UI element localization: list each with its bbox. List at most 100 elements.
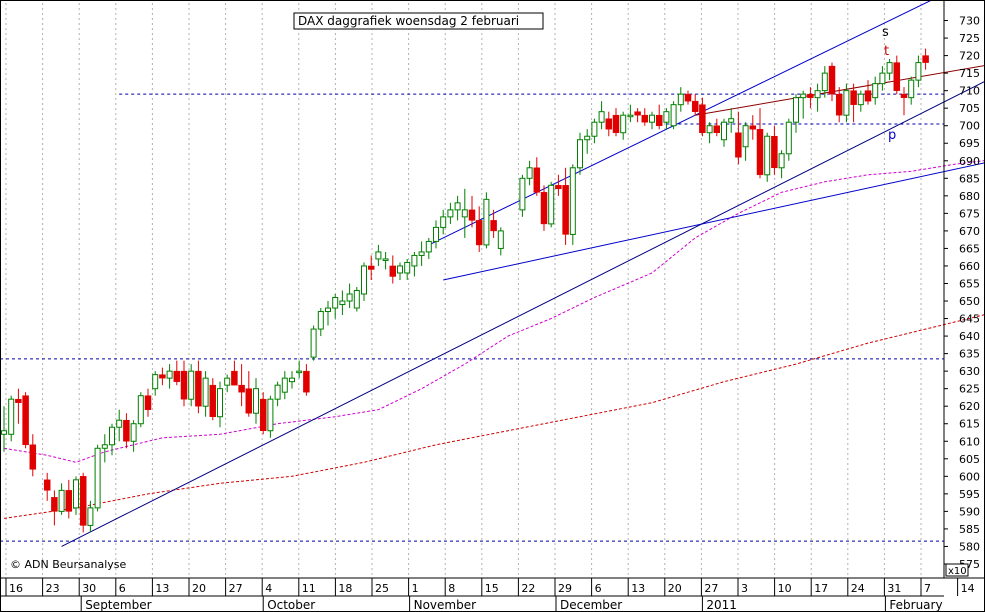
- candle-body-up: [447, 209, 454, 218]
- candle-body-up: [627, 114, 634, 118]
- x-tick-label: 13: [631, 582, 645, 595]
- y-tick-label: 725: [959, 32, 980, 45]
- candle: [259, 392, 267, 435]
- candle: [87, 500, 94, 533]
- candle-body-up: [742, 125, 749, 148]
- candle-body-down: [699, 104, 706, 133]
- candle: [382, 251, 389, 270]
- candle: [569, 164, 576, 245]
- candle: [303, 364, 310, 396]
- candle-body-down: [835, 93, 843, 116]
- y-tick-label: 685: [959, 172, 980, 185]
- x-tick-label: 18: [338, 582, 352, 595]
- y-tick-label: 705: [959, 102, 980, 115]
- candle: [159, 367, 166, 386]
- candle: [886, 59, 893, 81]
- candle: [864, 80, 872, 105]
- candle: [231, 360, 238, 386]
- candle-body-down: [771, 135, 778, 169]
- trendline-channel-lower: [443, 162, 985, 281]
- candle: [116, 409, 123, 442]
- candle: [332, 294, 339, 319]
- candle: [655, 104, 663, 130]
- candle: [591, 118, 598, 144]
- candle-body-up: [58, 489, 65, 512]
- candle-body-down: [490, 220, 497, 232]
- y-tick-label: 650: [959, 295, 980, 308]
- candle: [173, 360, 181, 386]
- candle-body-up: [598, 111, 605, 123]
- candle-body-up: [281, 377, 288, 393]
- candle-body-up: [843, 90, 850, 116]
- candle: [281, 371, 288, 400]
- candle: [620, 111, 627, 140]
- candle: [691, 94, 699, 116]
- candle-body-down: [238, 384, 245, 393]
- candle: [771, 125, 778, 175]
- candle-body-up: [548, 184, 555, 225]
- candle: [835, 87, 843, 123]
- candle-body-down: [159, 374, 166, 379]
- candle-body-up: [857, 93, 864, 106]
- candle: [447, 202, 454, 224]
- candle: [879, 66, 886, 91]
- candle: [454, 195, 461, 221]
- candle-body-down: [533, 167, 541, 193]
- candle: [461, 188, 468, 238]
- grid: [5, 3, 922, 578]
- candle-body-down: [641, 114, 649, 123]
- candle-body-down: [65, 490, 73, 512]
- candle: [209, 378, 217, 421]
- candle-body-down: [245, 388, 253, 414]
- candle-body-up: [461, 209, 468, 218]
- candle-body-up: [382, 258, 389, 261]
- y-tick-label: 595: [959, 488, 980, 501]
- candle: [756, 108, 764, 179]
- y-tick-label: 670: [959, 225, 980, 238]
- candle-body-up: [879, 72, 886, 85]
- candle-body-up: [152, 374, 159, 390]
- candle: [404, 258, 411, 280]
- candle: [346, 283, 353, 309]
- line-label-s: s: [882, 25, 889, 40]
- candle: [339, 290, 346, 316]
- candle-body-up: [872, 83, 879, 99]
- candle: [612, 108, 620, 137]
- candle-body-down: [389, 265, 397, 277]
- candle: [144, 388, 152, 417]
- candle-body-down: [756, 128, 764, 176]
- y-tick-label: 665: [959, 242, 980, 255]
- candle-body-down: [562, 185, 569, 235]
- candle-body-down: [540, 192, 548, 225]
- candle-body-down: [850, 90, 857, 105]
- candle-body-up: [87, 507, 94, 526]
- candle: [15, 388, 22, 424]
- candle: [325, 301, 331, 326]
- candle: [915, 55, 922, 88]
- x-tick-label: 8: [448, 582, 455, 595]
- candle-body-down: [605, 118, 613, 130]
- candle: [195, 360, 202, 414]
- candle-body-up: [404, 261, 411, 274]
- candle-body-up: [224, 377, 231, 386]
- candle: [483, 192, 490, 249]
- candle-body-up: [332, 297, 339, 309]
- candle-body-up: [166, 370, 173, 379]
- candle: [166, 364, 173, 389]
- horizontal-levels: [0, 93, 944, 542]
- candle: [872, 76, 879, 105]
- candle: [51, 490, 58, 526]
- y-tick-label: 720: [959, 50, 980, 63]
- candle-body-up: [137, 395, 144, 425]
- x-tick-label: 24: [851, 582, 865, 595]
- candle: [130, 420, 137, 452]
- candle: [137, 392, 144, 428]
- candle-body-up: [814, 90, 821, 99]
- candle: [663, 108, 670, 130]
- y-tick-label: 630: [959, 365, 980, 378]
- x-tick-label: 11: [302, 582, 316, 595]
- month-label: November: [414, 598, 476, 612]
- candle: [850, 83, 857, 123]
- x-axis: 16 23 30 6 13 20 27 4 11 18 25 1 8 15 22 29 6 13 20 27 3 10 17…: [5, 578, 975, 612]
